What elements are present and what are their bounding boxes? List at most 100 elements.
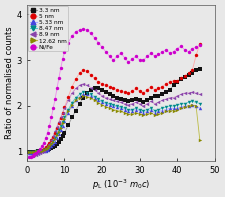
8.47 nm <box>160 107 164 110</box>
8.47 nm <box>50 142 53 145</box>
5 nm <box>40 148 44 151</box>
5.33 nm <box>160 109 164 112</box>
8.47 nm <box>38 149 42 152</box>
5.33 nm <box>31 151 34 154</box>
8.47 nm <box>59 125 63 128</box>
5.33 nm <box>93 96 96 99</box>
12.62 nm <box>97 101 100 104</box>
Ni/Fe <box>85 29 89 32</box>
8.47 nm <box>176 103 179 107</box>
3.3 nm <box>130 99 134 102</box>
5 nm <box>130 90 134 93</box>
Ni/Fe <box>138 59 142 62</box>
5 nm <box>70 85 74 88</box>
5.33 nm <box>40 150 44 153</box>
5.33 nm <box>85 93 89 96</box>
3.3 nm <box>36 150 40 153</box>
5 nm <box>46 144 49 147</box>
Ni/Fe <box>115 55 119 58</box>
12.62 nm <box>149 111 153 114</box>
12.62 nm <box>50 142 53 146</box>
5 nm <box>115 88 119 91</box>
12.62 nm <box>142 114 145 117</box>
Ni/Fe <box>59 67 63 70</box>
5.33 nm <box>27 151 31 154</box>
Y-axis label: Ratio of normalised counts: Ratio of normalised counts <box>5 27 14 139</box>
12.62 nm <box>61 122 64 125</box>
5 nm <box>36 149 40 152</box>
8.47 nm <box>46 146 49 149</box>
5.33 nm <box>183 104 187 108</box>
5 nm <box>191 69 194 72</box>
8.47 nm <box>81 91 85 94</box>
8.47 nm <box>179 102 183 105</box>
8.9 nm <box>198 93 202 96</box>
8.9 nm <box>48 142 51 145</box>
5 nm <box>142 92 145 95</box>
12.62 nm <box>115 109 119 112</box>
Ni/Fe <box>50 116 53 119</box>
8.9 nm <box>50 138 53 141</box>
8.47 nm <box>36 150 40 153</box>
3.3 nm <box>112 94 115 98</box>
12.62 nm <box>104 105 108 109</box>
5.33 nm <box>29 151 32 154</box>
8.47 nm <box>97 98 100 101</box>
5 nm <box>119 90 123 93</box>
3.3 nm <box>31 150 34 153</box>
5.33 nm <box>153 111 157 114</box>
5.33 nm <box>108 103 111 107</box>
Ni/Fe <box>78 29 81 32</box>
8.47 nm <box>44 148 47 151</box>
5 nm <box>57 121 61 125</box>
12.62 nm <box>191 103 194 107</box>
5.33 nm <box>89 94 93 98</box>
5 nm <box>44 146 47 149</box>
8.9 nm <box>85 84 89 87</box>
8.47 nm <box>27 150 31 153</box>
5 nm <box>112 86 115 89</box>
3.3 nm <box>42 149 46 152</box>
3.3 nm <box>38 150 42 153</box>
12.62 nm <box>93 99 96 102</box>
3.3 nm <box>40 149 44 152</box>
8.47 nm <box>194 101 198 104</box>
5 nm <box>157 87 160 90</box>
5 nm <box>108 85 111 88</box>
Ni/Fe <box>44 137 47 140</box>
8.9 nm <box>164 98 168 101</box>
12.62 nm <box>42 149 46 152</box>
12.62 nm <box>187 104 190 108</box>
5.33 nm <box>149 108 153 111</box>
3.3 nm <box>157 94 160 98</box>
8.47 nm <box>168 104 172 108</box>
Ni/Fe <box>127 61 130 64</box>
Ni/Fe <box>119 52 123 55</box>
5.33 nm <box>100 101 104 104</box>
8.47 nm <box>85 92 89 95</box>
8.9 nm <box>66 99 70 102</box>
8.9 nm <box>46 145 49 148</box>
Ni/Fe <box>123 56 126 59</box>
Ni/Fe <box>27 156 31 159</box>
8.9 nm <box>104 96 108 99</box>
3.3 nm <box>172 84 175 87</box>
5 nm <box>27 150 31 153</box>
8.9 nm <box>61 111 64 114</box>
12.62 nm <box>57 130 61 133</box>
5 nm <box>127 92 130 95</box>
8.47 nm <box>48 144 51 148</box>
3.3 nm <box>194 69 198 72</box>
8.9 nm <box>142 104 145 108</box>
5.33 nm <box>66 111 70 114</box>
3.3 nm <box>63 131 66 134</box>
3.3 nm <box>108 93 111 96</box>
8.9 nm <box>149 100 153 103</box>
5.33 nm <box>36 150 40 153</box>
8.9 nm <box>145 102 149 105</box>
5.33 nm <box>179 105 183 109</box>
Ni/Fe <box>100 46 104 49</box>
3.3 nm <box>164 91 168 94</box>
12.62 nm <box>78 96 81 99</box>
8.9 nm <box>194 92 198 95</box>
